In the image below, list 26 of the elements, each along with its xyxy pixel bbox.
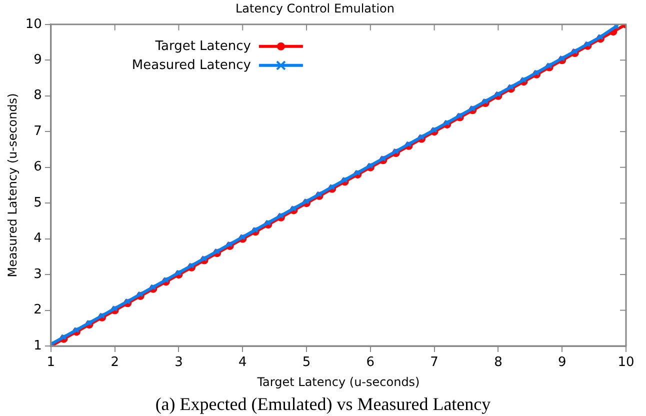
x-tick-label: 2 <box>110 355 119 370</box>
y-tick-label: 5 <box>34 195 42 210</box>
y-tick-label: 9 <box>34 52 42 68</box>
x-tick-label: 10 <box>618 355 634 370</box>
y-tick-label: 4 <box>34 231 42 246</box>
x-tick-label: 6 <box>366 355 375 370</box>
x-tick-label: 1 <box>46 355 56 370</box>
y-tick-label: 7 <box>34 124 42 139</box>
x-tick-label: 4 <box>238 355 247 370</box>
x-tick-label: 5 <box>302 355 311 370</box>
x-tick-label: 3 <box>174 355 183 370</box>
legend-label: Measured Latency <box>132 58 252 73</box>
x-tick-label: 9 <box>558 355 566 370</box>
y-tick-label: 6 <box>34 160 42 175</box>
x-axis-title: Target Latency (u-seconds) <box>256 374 420 389</box>
y-tick-label: 10 <box>25 16 42 32</box>
x-tick-label: 7 <box>430 355 438 370</box>
y-tick-label: 1 <box>34 338 42 354</box>
legend-label: Target Latency <box>154 38 252 54</box>
x-tick-label: 8 <box>494 355 502 370</box>
y-tick-label: 3 <box>34 266 42 282</box>
y-tick-label: 2 <box>34 302 42 318</box>
text: (a) Expected (Emulated) vs Measured Latency <box>154 394 492 415</box>
y-axis-title: Measured Latency (u-seconds) <box>5 93 20 278</box>
chart-title: Latency Control Emulation <box>236 1 394 16</box>
y-tick-label: 8 <box>34 88 42 104</box>
